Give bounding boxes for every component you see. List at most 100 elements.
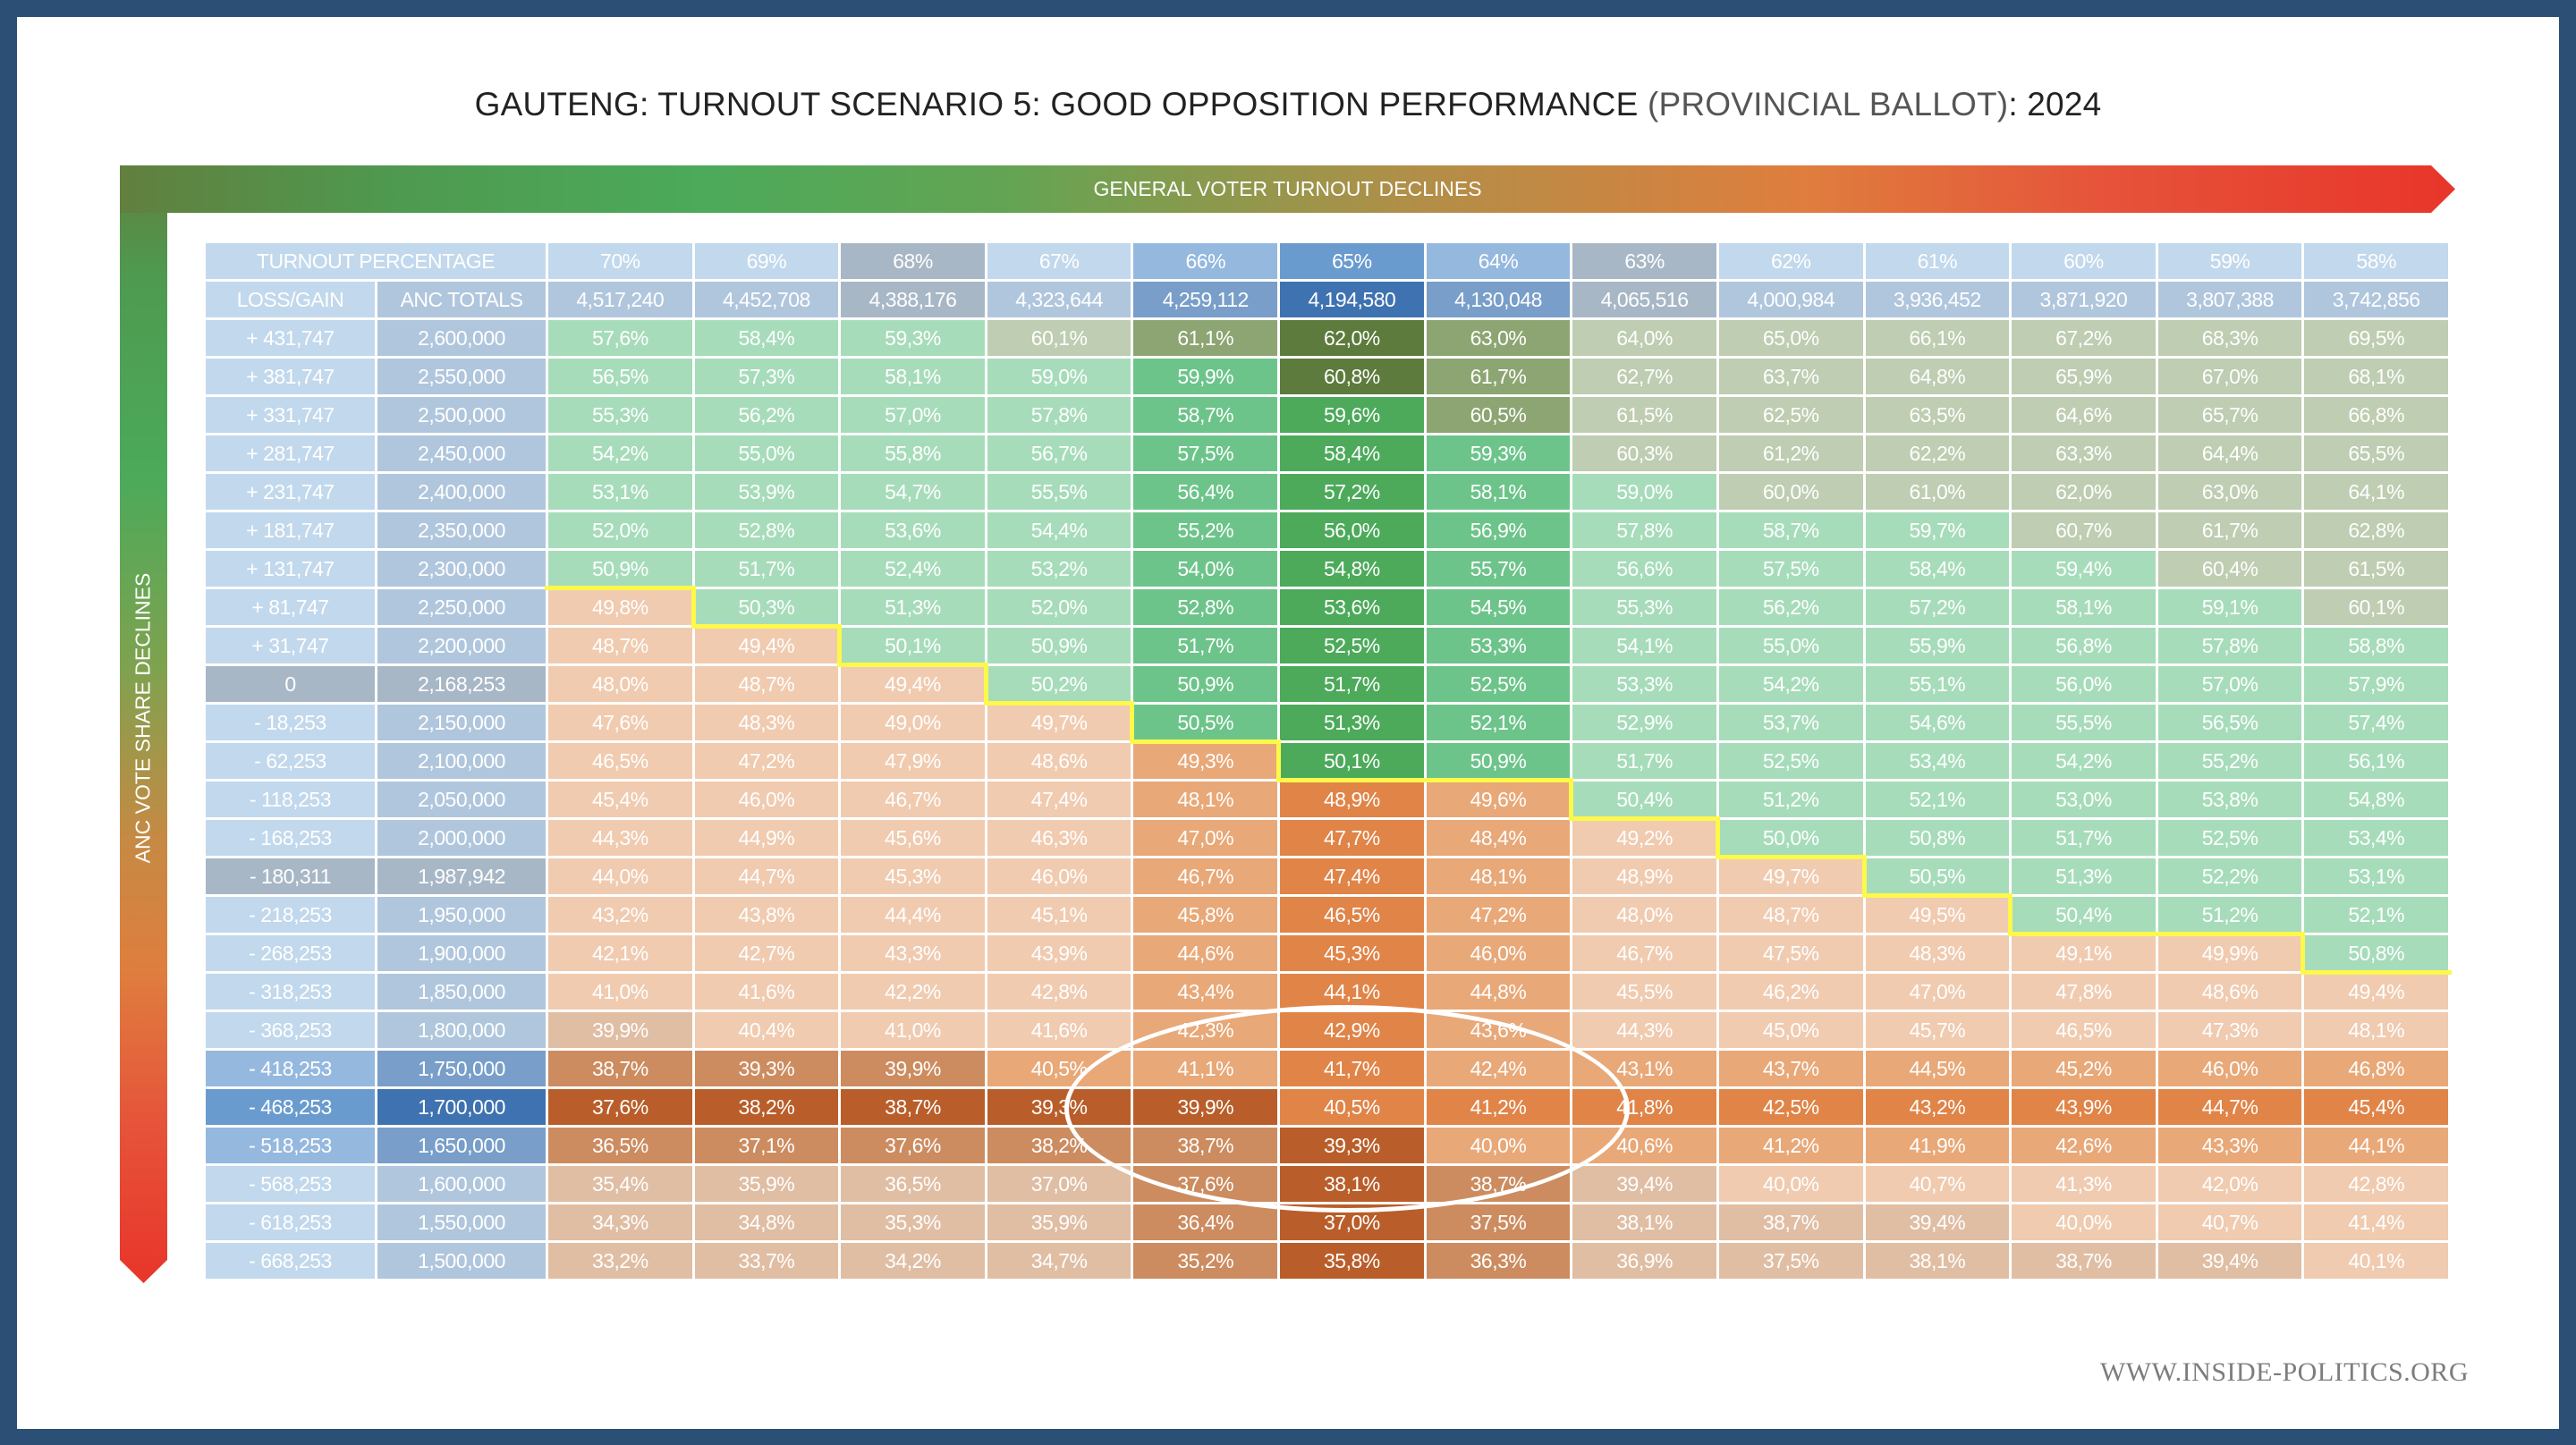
vote-share-cell: 44,5%	[1865, 1051, 2010, 1086]
vote-share-cell: 53,6%	[841, 512, 985, 548]
vote-share-cell: 55,7%	[1426, 551, 1571, 587]
vote-share-cell: 39,4%	[1865, 1204, 2010, 1240]
vote-share-cell: 37,0%	[1280, 1204, 1424, 1240]
loss-gain-header: LOSS/GAIN	[206, 282, 375, 317]
vote-share-cell: 52,5%	[1718, 743, 1863, 779]
vote-share-cell: 49,4%	[2301, 970, 2452, 1010]
loss-gain-cell: - 318,253	[206, 974, 375, 1010]
loss-gain-cell: + 231,747	[206, 474, 375, 510]
vote-share-cell: 52,5%	[1426, 666, 1571, 702]
vote-share-cell: 43,9%	[987, 935, 1131, 971]
vote-share-cell: 44,3%	[1572, 1012, 1716, 1048]
vote-share-cell: 37,6%	[841, 1128, 985, 1163]
vote-share-cell: 58,1%	[2012, 589, 2156, 625]
vote-share-cell: 53,1%	[2304, 858, 2448, 894]
vote-share-cell: 45,1%	[987, 897, 1131, 933]
vote-share-cell: 60,1%	[987, 320, 1131, 356]
vote-share-cell: 39,9%	[841, 1051, 985, 1086]
vote-share-cell: 57,2%	[1865, 589, 2010, 625]
vote-share-cell: 46,8%	[2304, 1051, 2448, 1086]
vote-share-cell: 66,1%	[1865, 320, 2010, 356]
vote-share-cell: 63,5%	[1865, 397, 2010, 433]
vote-share-cell: 59,4%	[2012, 551, 2156, 587]
vote-share-cell: 38,7%	[1426, 1166, 1571, 1202]
vote-share-cell: 55,1%	[1865, 666, 2010, 702]
vote-share-cell: 58,4%	[1865, 551, 2010, 587]
vote-share-cell: 39,9%	[1133, 1089, 1278, 1125]
vote-share-cell: 48,1%	[2304, 1012, 2448, 1048]
vote-share-cell: 43,2%	[1865, 1089, 2010, 1125]
vote-share-cell: 44,1%	[2304, 1128, 2448, 1163]
anc-total-cell: 1,650,000	[377, 1128, 546, 1163]
vote-share-cell: 46,7%	[1133, 858, 1278, 894]
vote-share-cell: 54,8%	[1280, 551, 1424, 587]
vote-share-cell: 34,2%	[841, 1243, 985, 1279]
anc-total-cell: 2,100,000	[377, 743, 546, 779]
vote-share-cell: 45,4%	[2304, 1089, 2448, 1125]
vote-share-cell: 69,5%	[2304, 320, 2448, 356]
vote-share-cell: 49,1%	[2008, 932, 2159, 971]
turnout-total-header: 4,000,984	[1718, 282, 1863, 317]
vote-share-cell: 54,7%	[841, 474, 985, 510]
vote-share-cell: 56,4%	[1133, 474, 1278, 510]
vote-share-cell: 40,1%	[2304, 1243, 2448, 1279]
vote-share-cell: 65,7%	[2157, 397, 2302, 433]
vote-share-cell: 57,5%	[1718, 551, 1863, 587]
vote-share-cell: 56,1%	[2304, 743, 2448, 779]
vote-share-cell: 34,7%	[987, 1243, 1131, 1279]
vote-share-cell: 45,4%	[548, 782, 692, 817]
vote-share-cell: 49,9%	[2154, 932, 2305, 975]
loss-gain-cell: - 118,253	[206, 782, 375, 817]
vote-share-cell: 59,6%	[1280, 397, 1424, 433]
vote-share-cell: 52,1%	[1865, 782, 2010, 817]
vote-share-cell: 60,5%	[1426, 397, 1571, 433]
turnout-total-header: 4,323,644	[987, 282, 1131, 317]
vote-share-cell: 68,1%	[2304, 359, 2448, 394]
anc-totals-header: ANC TOTALS	[377, 282, 546, 317]
vote-share-cell: 49,5%	[1861, 893, 2012, 936]
vote-share-cell: 46,0%	[987, 858, 1131, 894]
vote-share-cell: 47,0%	[1133, 820, 1278, 856]
vote-share-cell: 40,0%	[2012, 1204, 2156, 1240]
vote-share-cell: 51,7%	[1280, 666, 1424, 702]
vote-share-cell: 49,3%	[1130, 739, 1281, 782]
vote-share-cell: 48,0%	[548, 666, 692, 702]
vote-share-cell: 56,5%	[548, 359, 692, 394]
vote-share-cell: 44,4%	[841, 897, 985, 933]
turnout-decline-arrow: GENERAL VOTER TURNOUT DECLINES	[120, 165, 2455, 213]
vote-share-cell: 35,4%	[548, 1166, 692, 1202]
vote-share-cell: 55,3%	[1572, 589, 1716, 625]
vote-share-cell: 57,8%	[2157, 628, 2302, 663]
vote-share-cell: 51,3%	[841, 589, 985, 625]
vote-share-cell: 45,0%	[1718, 1012, 1863, 1048]
turnout-pct-header: 68%	[841, 243, 985, 279]
vote-share-cell: 61,0%	[1865, 474, 2010, 510]
vote-share-cell: 54,2%	[1718, 666, 1863, 702]
turnout-total-header: 4,388,176	[841, 282, 985, 317]
anc-total-cell: 2,300,000	[377, 551, 546, 587]
turnout-pct-header: 64%	[1426, 243, 1571, 279]
vote-share-cell: 50,9%	[1133, 666, 1278, 702]
vote-share-cell: 59,3%	[1426, 435, 1571, 471]
vote-share-cell: 41,2%	[1718, 1128, 1863, 1163]
vote-share-cell: 41,3%	[2012, 1166, 2156, 1202]
vote-share-cell: 40,0%	[1426, 1128, 1571, 1163]
vote-share-cell: 63,3%	[2012, 435, 2156, 471]
vote-share-cell: 36,3%	[1426, 1243, 1571, 1279]
vote-share-cell: 53,1%	[548, 474, 692, 510]
anc-total-cell: 1,600,000	[377, 1166, 546, 1202]
vote-share-cell: 52,2%	[2157, 858, 2302, 894]
title-sub: (PROVINCIAL BALLOT)	[1638, 86, 2009, 123]
vote-share-cell: 56,7%	[987, 435, 1131, 471]
vote-share-cell: 37,5%	[1718, 1243, 1863, 1279]
vote-share-cell: 44,6%	[1133, 935, 1278, 971]
vote-share-cell: 48,9%	[1276, 778, 1428, 817]
vote-share-cell: 56,9%	[1426, 512, 1571, 548]
vote-share-cell: 42,3%	[1133, 1012, 1278, 1048]
vote-share-cell: 48,3%	[1865, 935, 2010, 971]
anc-total-cell: 2,250,000	[377, 589, 546, 625]
vote-share-cell: 46,7%	[841, 782, 985, 817]
vote-share-cell: 50,1%	[841, 628, 985, 663]
vote-share-cell: 43,6%	[1426, 1012, 1571, 1048]
vote-share-cell: 41,0%	[548, 974, 692, 1010]
